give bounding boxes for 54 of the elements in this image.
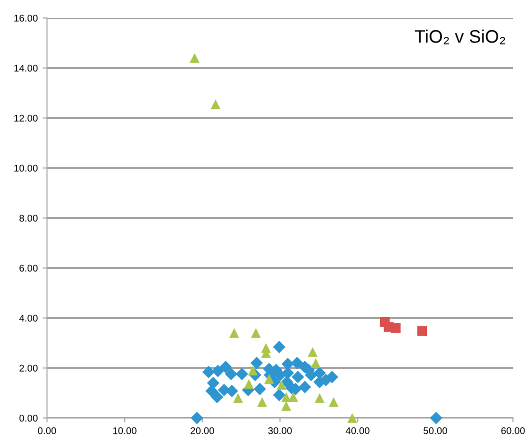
point (233, 393, 243, 403)
point (190, 412, 204, 424)
point (202, 366, 215, 378)
point (219, 360, 232, 374)
point (224, 368, 238, 380)
y-tick-label: 12.00 (14, 114, 38, 122)
point (290, 356, 304, 370)
point (328, 397, 338, 407)
point (292, 370, 304, 384)
point (250, 356, 263, 370)
y-tick-label: 6.00 (20, 264, 38, 272)
x-tick-label: 10.00 (113, 427, 136, 434)
point (390, 323, 401, 333)
point (205, 384, 218, 398)
point (298, 380, 312, 394)
y-tick-label: 2.00 (20, 364, 38, 372)
text: TiO₂ v SiO₂ (414, 30, 506, 44)
point (288, 392, 298, 402)
y-tick-label: 0.00 (19, 414, 38, 422)
x-tick-label: 20.00 (190, 427, 214, 434)
point (417, 326, 428, 336)
point (229, 328, 240, 338)
point (251, 328, 261, 338)
point (264, 374, 274, 384)
point (212, 364, 224, 378)
x-tick-label: 30.00 (268, 427, 292, 434)
point (347, 413, 358, 423)
x-tick-label: 50.00 (424, 427, 448, 434)
point (210, 99, 220, 110)
point (310, 358, 321, 368)
y-tick-label: 16.00 (14, 14, 38, 22)
point (257, 397, 268, 407)
point (281, 392, 292, 402)
point (273, 388, 286, 402)
point (273, 340, 286, 354)
point (244, 379, 254, 389)
point (276, 380, 286, 390)
point (281, 401, 292, 411)
y-tick-label: 10.00 (14, 164, 38, 172)
point (314, 393, 325, 403)
x-tick-label: 0.00 (38, 427, 56, 434)
y-tick-label: 8.00 (19, 214, 38, 222)
x-tick-label: 60.00 (501, 427, 525, 434)
point (254, 382, 266, 396)
point (248, 366, 258, 376)
y-tick-label: 14.00 (14, 64, 38, 72)
point (210, 390, 224, 404)
point (308, 347, 318, 357)
point (190, 53, 200, 63)
point (236, 368, 248, 380)
x-tick-label: 40.00 (346, 427, 370, 434)
y-tick-label: 4.00 (19, 314, 38, 322)
point (430, 412, 442, 424)
point (326, 370, 338, 384)
